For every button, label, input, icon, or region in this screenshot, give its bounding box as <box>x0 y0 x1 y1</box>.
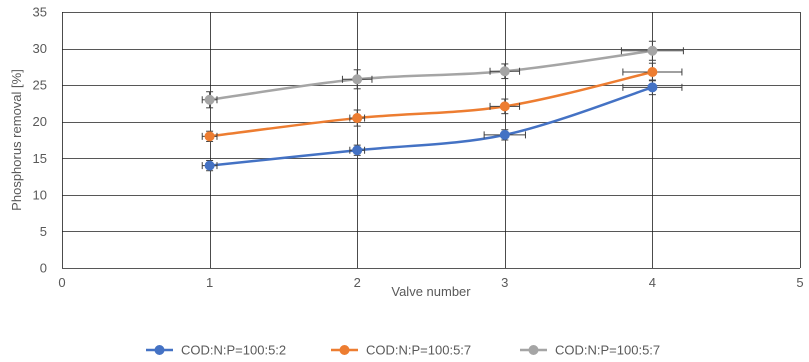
x-axis-title: Valve number <box>391 284 471 299</box>
legend-marker <box>154 345 165 355</box>
y-tick-label: 0 <box>40 261 47 276</box>
data-point <box>352 145 363 156</box>
legend-label: COD:N:P=100:5:7 <box>555 343 660 358</box>
series-1 <box>201 79 683 172</box>
data-point <box>647 45 658 56</box>
legend-label: COD:N:P=100:5:7 <box>366 343 471 358</box>
x-tick-label: 3 <box>501 275 508 290</box>
y-tick-label: 35 <box>33 5 47 20</box>
data-point <box>499 101 510 112</box>
y-tick-label: 25 <box>33 78 47 93</box>
data-point <box>352 74 363 85</box>
data-point <box>352 113 363 124</box>
y-tick-label: 20 <box>33 114 47 129</box>
x-tick-label: 5 <box>796 275 803 290</box>
data-point <box>204 160 215 171</box>
data-point <box>204 94 215 105</box>
legend-item: COD:N:P=100:5:2 <box>146 343 286 358</box>
series-line <box>208 86 654 167</box>
legend-item: COD:N:P=100:5:7 <box>520 343 660 358</box>
y-tick-label: 30 <box>33 41 47 56</box>
series-2 <box>201 62 683 142</box>
legend-marker <box>339 345 350 355</box>
series-line <box>208 49 654 102</box>
legend-marker <box>528 345 539 355</box>
legend-item: COD:N:P=100:5:7 <box>331 343 471 358</box>
data-point <box>647 82 658 93</box>
y-tick-label: 15 <box>33 151 47 166</box>
legend: COD:N:P=100:5:2 COD:N:P=100:5:7 COD:N:P=10… <box>146 343 660 358</box>
y-axis-title: Phosphorus removal [%] <box>9 69 24 211</box>
x-tick-label: 0 <box>58 275 65 290</box>
legend-label: COD:N:P=100:5:2 <box>181 343 286 358</box>
y-tick-label: 5 <box>40 224 47 239</box>
data-point <box>499 129 510 140</box>
data-point <box>499 66 510 77</box>
x-tick-label: 4 <box>649 275 656 290</box>
series-3 <box>201 40 684 109</box>
data-point <box>204 131 215 142</box>
x-tick-label: 1 <box>206 275 213 290</box>
x-tick-label: 2 <box>354 275 361 290</box>
series-line <box>208 70 654 138</box>
tick-labels: 0 5 10 15 20 25 30 35 0 1 2 3 4 5 <box>33 5 804 291</box>
gridlines <box>62 12 801 269</box>
series-layer <box>201 40 684 172</box>
y-tick-label: 10 <box>33 187 47 202</box>
data-point <box>647 66 658 77</box>
